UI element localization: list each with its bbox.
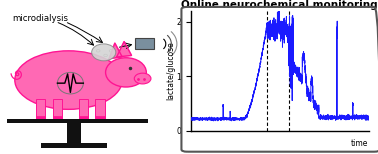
Ellipse shape (134, 73, 151, 84)
Ellipse shape (15, 51, 122, 109)
Bar (53, 116, 62, 120)
Polygon shape (117, 42, 132, 57)
Bar (8, 119, 148, 123)
Bar (41, 143, 107, 148)
Bar (135, 38, 154, 49)
Bar (79, 116, 88, 120)
Text: microdialysis: microdialysis (13, 14, 69, 23)
Bar (36, 99, 45, 120)
Y-axis label: lactate/glucose: lactate/glucose (166, 41, 175, 100)
Bar (95, 99, 105, 120)
Bar (36, 116, 45, 120)
Bar (95, 116, 105, 120)
Ellipse shape (92, 44, 116, 61)
Bar (67, 123, 82, 145)
Polygon shape (109, 43, 122, 59)
Bar (53, 99, 62, 120)
Title: Online neurochemical monitoring: Online neurochemical monitoring (181, 0, 378, 10)
Text: time: time (351, 139, 369, 148)
Ellipse shape (105, 58, 146, 87)
Bar (79, 99, 88, 120)
